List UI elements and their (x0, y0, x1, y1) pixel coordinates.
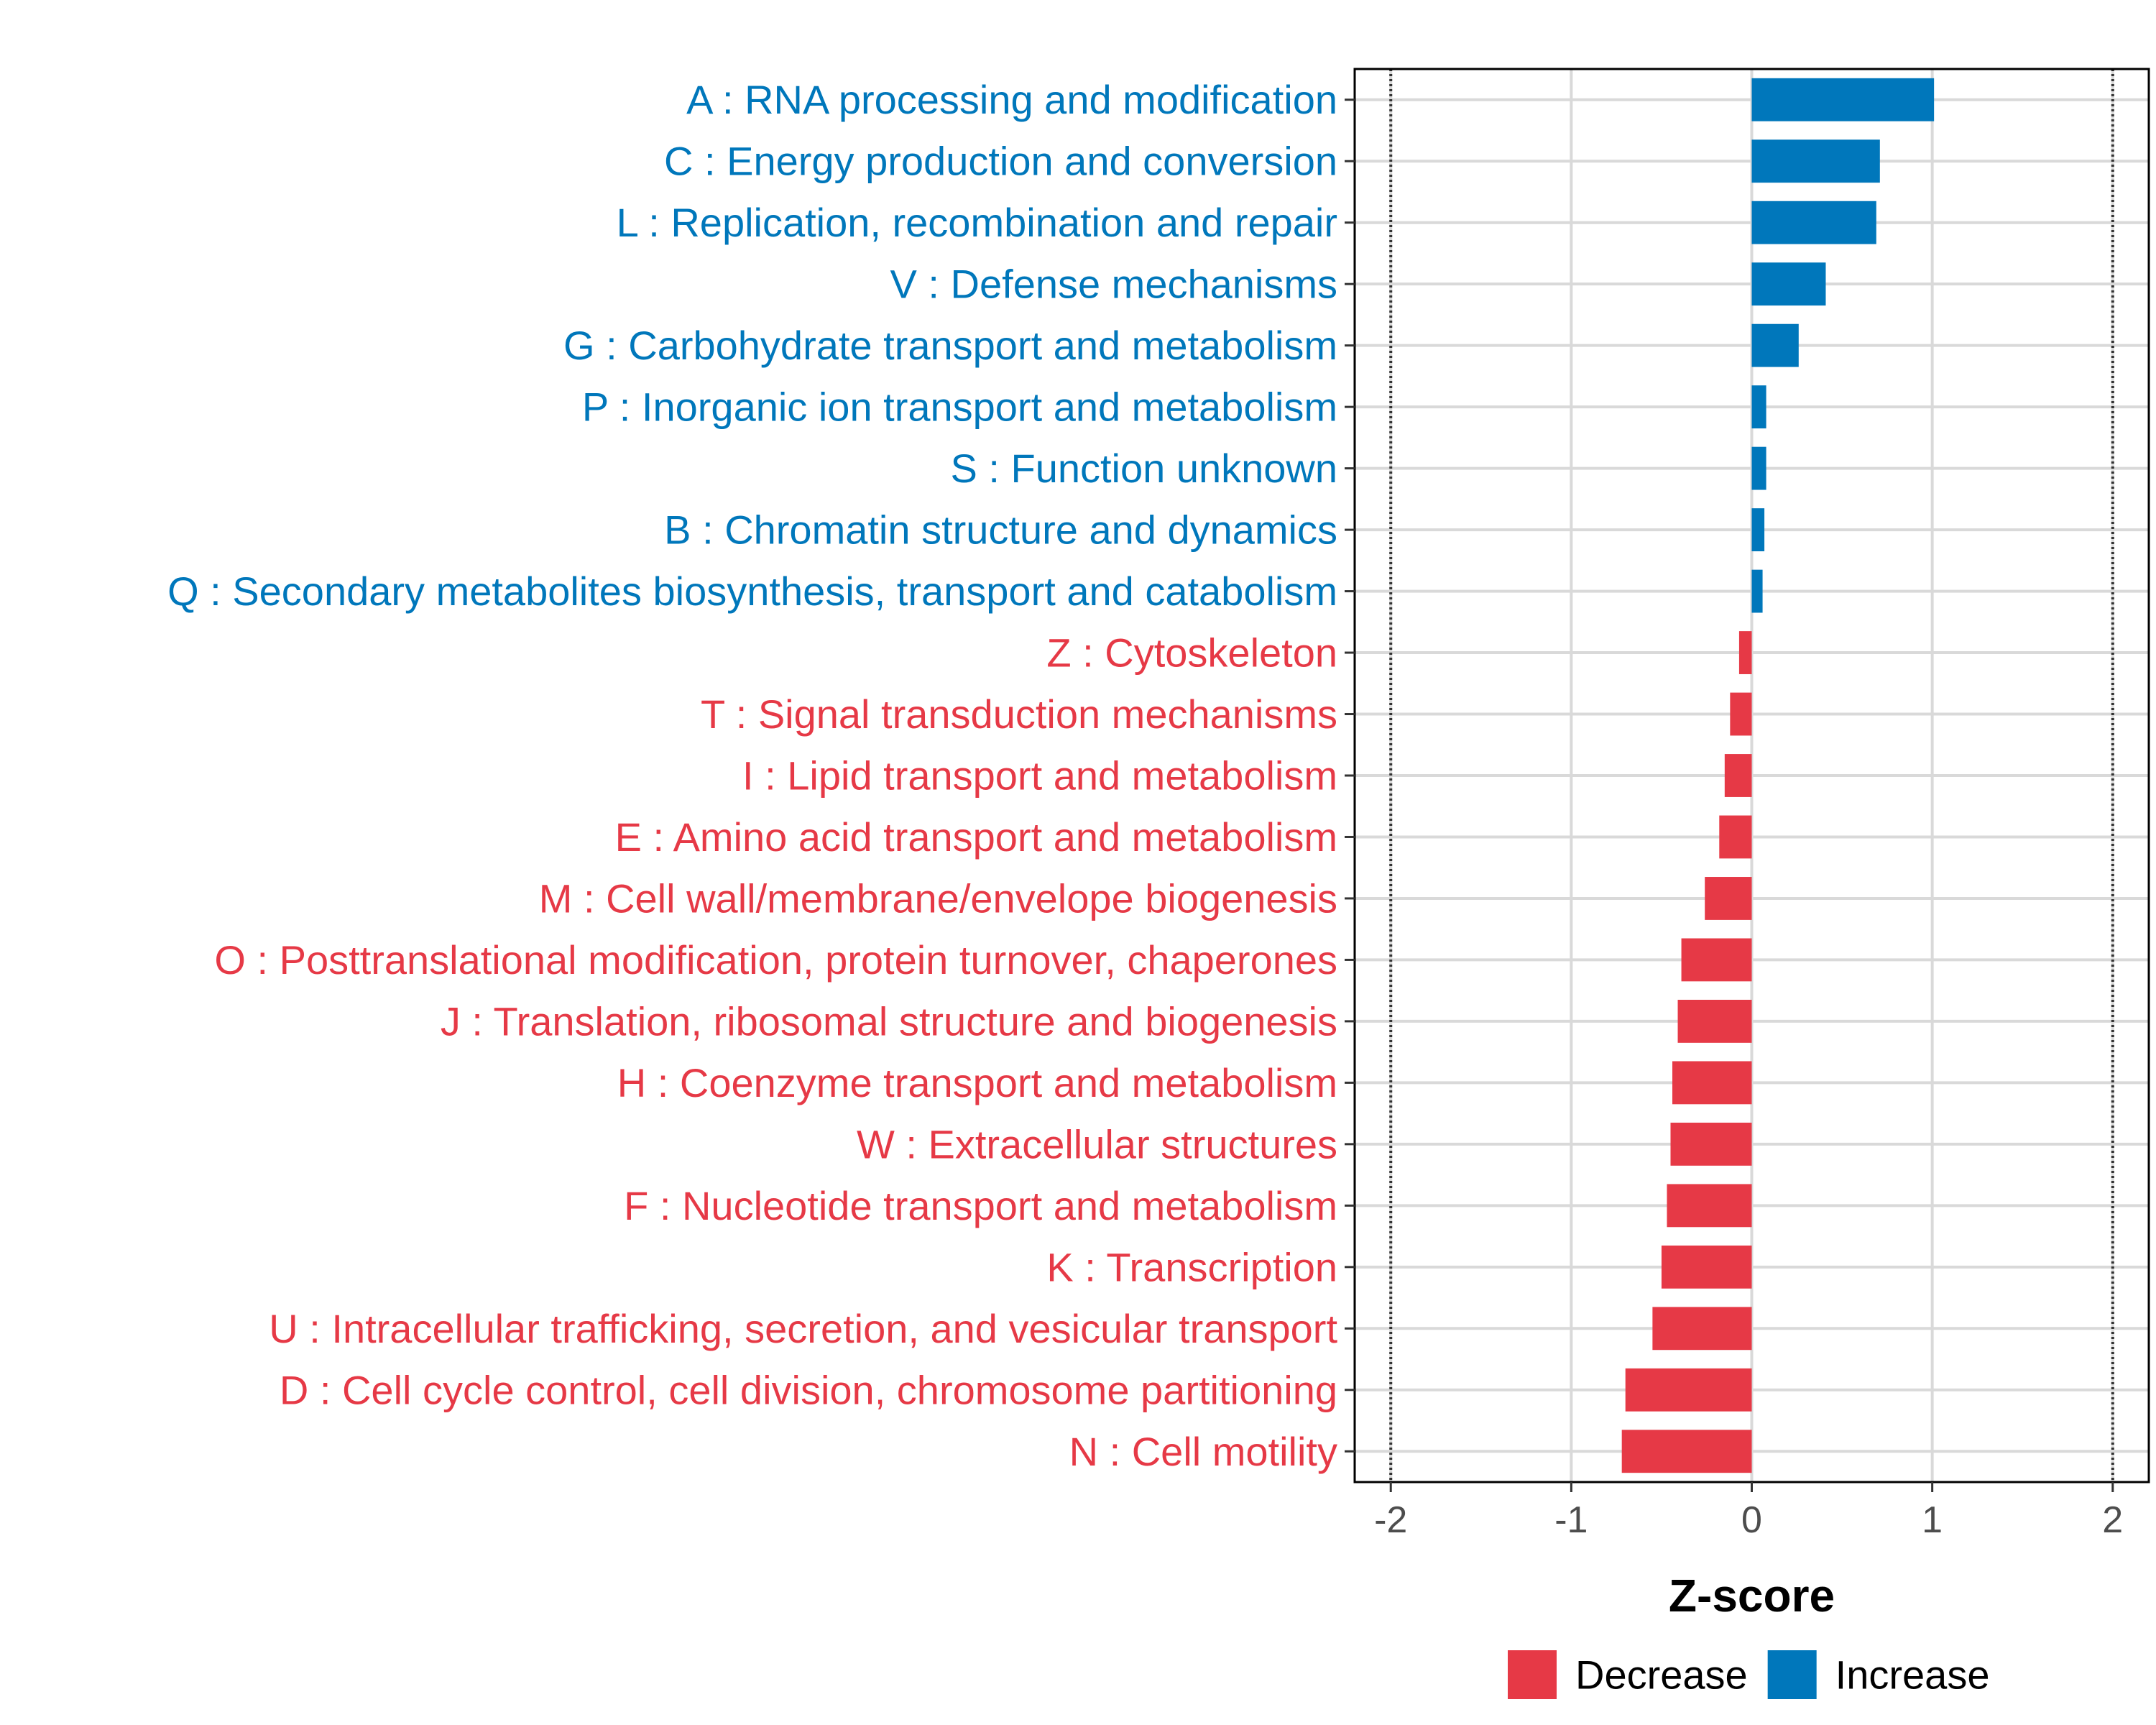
legend-label-decrease: Decrease (1575, 1652, 1748, 1698)
bar-14 (1681, 938, 1752, 982)
bar-18 (1667, 1184, 1752, 1228)
category-label-4: G : Carbohydrate transport and metabolis… (563, 323, 1337, 368)
bar-3 (1751, 262, 1826, 306)
bar-13 (1705, 877, 1752, 920)
legend-key-increase (1767, 1650, 1817, 1699)
x-tick-label-4: 2 (2102, 1499, 2123, 1541)
bar-19 (1661, 1245, 1752, 1289)
x-tick-label-2: 0 (1741, 1499, 1762, 1541)
category-label-12: E : Amino acid transport and metabolism (615, 814, 1337, 860)
category-label-16: H : Coenzyme transport and metabolism (617, 1060, 1337, 1105)
category-label-11: I : Lipid transport and metabolism (742, 753, 1337, 799)
category-label-1: C : Energy production and conversion (664, 139, 1337, 184)
bar-6 (1751, 446, 1766, 490)
category-label-0: A : RNA processing and modification (686, 77, 1337, 122)
bar-4 (1751, 323, 1799, 367)
bar-1 (1751, 139, 1880, 183)
bar-12 (1719, 815, 1752, 859)
x-tick-label-0: -2 (1374, 1499, 1407, 1541)
category-label-18: F : Nucleotide transport and metabolism (624, 1183, 1337, 1228)
bar-8 (1751, 569, 1763, 613)
category-label-22: N : Cell motility (1069, 1429, 1337, 1474)
category-label-3: V : Defense mechanisms (890, 262, 1337, 307)
category-label-9: Z : Cytoskeleton (1046, 630, 1337, 676)
legend-label-increase: Increase (1835, 1652, 1990, 1698)
bar-11 (1724, 754, 1752, 797)
legend-key-decrease (1508, 1650, 1557, 1699)
category-label-10: T : Signal transduction mechanisms (701, 691, 1337, 737)
category-label-8: Q : Secondary metabolites biosynthesis, … (167, 569, 1337, 614)
legend: Decrease Increase (1508, 1650, 1989, 1699)
bar-22 (1621, 1430, 1752, 1473)
bar-17 (1670, 1122, 1752, 1166)
bar-10 (1730, 692, 1752, 736)
category-label-21: D : Cell cycle control, cell division, c… (280, 1367, 1337, 1412)
category-label-14: O : Posttranslational modification, prot… (214, 937, 1337, 983)
category-label-15: J : Translation, ribosomal structure and… (441, 998, 1337, 1044)
category-label-19: K : Transcription (1046, 1244, 1337, 1289)
reference-lines (1389, 69, 2114, 1482)
bar-20 (1652, 1307, 1752, 1351)
bar-2 (1751, 201, 1876, 244)
bar-16 (1672, 1061, 1752, 1105)
x-axis-ticks (1389, 1482, 2114, 1492)
x-tick-label-1: -1 (1554, 1499, 1588, 1541)
bar-15 (1677, 999, 1752, 1043)
x-tick-label-3: 1 (1922, 1499, 1943, 1541)
bar-0 (1751, 78, 1935, 121)
category-label-13: M : Cell wall/membrane/envelope biogenes… (539, 875, 1337, 921)
x-axis-tick-labels: -2 -1 0 1 2 (1374, 1499, 2123, 1541)
category-label-5: P : Inorganic ion transport and metaboli… (582, 385, 1337, 430)
category-label-17: W : Extracellular structures (857, 1121, 1337, 1167)
y-axis-category-labels: A : RNA processing and modification C : E… (167, 77, 1337, 1474)
y-axis-ticks (1345, 98, 1355, 1453)
category-label-2: L : Replication, recombination and repai… (617, 200, 1337, 245)
bar-9 (1738, 631, 1752, 674)
x-axis-title: Z-score (1669, 1570, 1835, 1622)
category-label-7: B : Chromatin structure and dynamics (664, 507, 1337, 553)
bars-group (1621, 78, 1935, 1473)
bar-7 (1751, 508, 1765, 552)
bar-5 (1751, 385, 1766, 429)
category-label-20: U : Intracellular trafficking, secretion… (269, 1306, 1337, 1351)
bar-21 (1625, 1368, 1752, 1412)
category-label-6: S : Function unknown (950, 446, 1337, 491)
